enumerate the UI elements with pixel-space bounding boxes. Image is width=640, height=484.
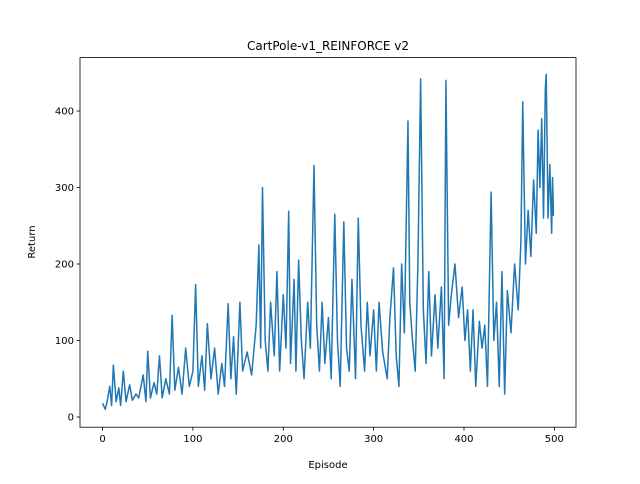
- y-tick-label: 0: [68, 413, 74, 424]
- y-tick-label: 100: [55, 336, 74, 347]
- y-tick-label: 300: [55, 183, 74, 194]
- x-tick-label: 500: [545, 434, 564, 445]
- y-axis-label: Return: [27, 225, 38, 258]
- x-tick-label: 200: [274, 434, 293, 445]
- x-axis-label: Episode: [308, 460, 347, 471]
- x-tick-label: 300: [364, 434, 383, 445]
- data-line: [101, 73, 555, 411]
- x-tick-label: 0: [99, 434, 105, 445]
- x-tick-label: 400: [454, 434, 473, 445]
- axes-frame: [79, 57, 577, 428]
- chart-title: CartPole-v1_REINFORCE v2: [247, 39, 409, 53]
- y-tick-label: 200: [55, 260, 74, 271]
- y-tick-label: 400: [55, 107, 74, 118]
- x-tick-label: 100: [183, 434, 202, 445]
